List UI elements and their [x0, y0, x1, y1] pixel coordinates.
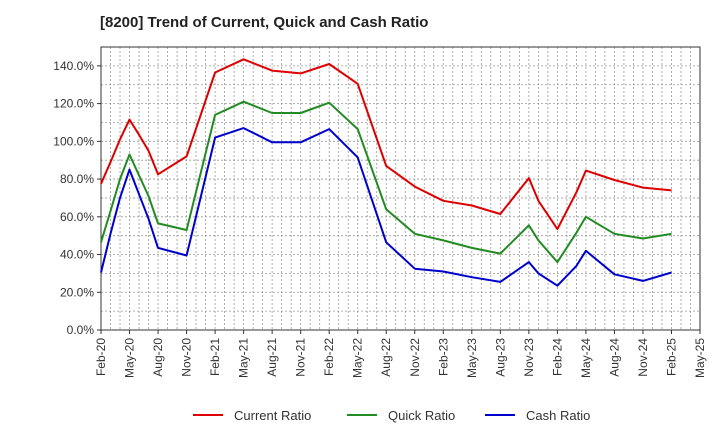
- x-tick-label: Nov-20: [180, 338, 194, 377]
- axes: 0.0% 20.0% 40.0% 60.0% 80.0% 100.0% 120.0% 140.…: [53, 46, 707, 378]
- x-tick-label: Nov-21: [294, 338, 308, 377]
- x-tick-label: May-22: [351, 338, 365, 378]
- x-tick-label: Aug-20: [151, 338, 165, 377]
- x-tick-label: Aug-24: [607, 338, 621, 377]
- y-tick-label: 100.0%: [53, 134, 94, 148]
- x-tick-label: Aug-21: [265, 338, 279, 377]
- x-tick-label: Feb-23: [436, 338, 450, 376]
- series-lines: [100, 58, 672, 287]
- legend-label: Cash Ratio: [526, 408, 590, 423]
- x-tick-label: May-25: [693, 338, 707, 378]
- x-tick-label: May-23: [465, 338, 479, 378]
- y-tick-label: 20.0%: [60, 285, 94, 299]
- series-line-quick-ratio: [100, 100, 672, 264]
- x-tick-label: Feb-25: [664, 338, 678, 376]
- x-tick-label: Feb-20: [94, 338, 108, 376]
- chart-title: [8200] Trend of Current, Quick and Cash …: [100, 14, 429, 31]
- y-tick-label: 140.0%: [53, 59, 94, 73]
- series-line-cash-ratio: [100, 127, 672, 287]
- x-tick-label: Aug-23: [493, 338, 507, 377]
- x-tick-label: Nov-24: [636, 338, 650, 377]
- y-tick-label: 40.0%: [60, 248, 94, 262]
- grid: [101, 47, 700, 330]
- y-tick-label: 120.0%: [53, 97, 94, 111]
- legend-label: Quick Ratio: [388, 408, 455, 423]
- x-tick-label: May-20: [123, 338, 137, 378]
- x-tick-label: Nov-22: [408, 338, 422, 377]
- x-tick-label: Feb-24: [550, 338, 564, 376]
- legend: Current Ratio Quick Ratio Cash Ratio: [193, 408, 590, 423]
- x-tick-label: Nov-23: [522, 338, 536, 377]
- y-tick-label: 80.0%: [60, 172, 94, 186]
- legend-label: Current Ratio: [234, 408, 311, 423]
- y-tick-label: 0.0%: [67, 323, 95, 337]
- x-tick-label: Aug-22: [379, 338, 393, 377]
- x-tick-label: May-21: [237, 338, 251, 378]
- series-line-current-ratio: [100, 58, 672, 231]
- y-tick-label: 60.0%: [60, 210, 94, 224]
- x-tick-label: Feb-21: [208, 338, 222, 376]
- plot-frame: [100, 46, 701, 331]
- plot-area: [101, 47, 700, 330]
- x-tick-label: Feb-22: [322, 338, 336, 376]
- x-tick-label: May-24: [579, 338, 593, 378]
